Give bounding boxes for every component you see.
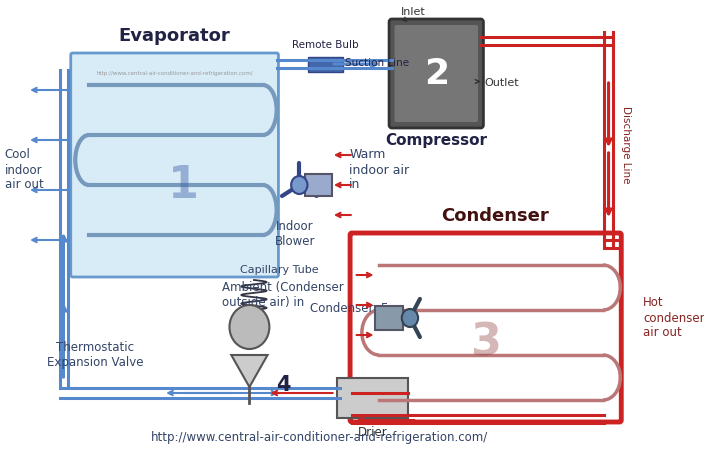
Text: Hot
condenser
air out: Hot condenser air out [643, 297, 704, 339]
Text: Indoor
Blower: Indoor Blower [275, 220, 315, 248]
Text: Ambient (Condenser
outside air) in: Ambient (Condenser outside air) in [222, 281, 344, 309]
FancyBboxPatch shape [70, 53, 279, 277]
Text: 1: 1 [168, 163, 199, 207]
Circle shape [402, 309, 418, 327]
Bar [375, 306, 403, 330]
Polygon shape [232, 355, 268, 387]
Text: Discharge Line: Discharge Line [621, 106, 631, 184]
Text: 2: 2 [424, 57, 449, 90]
FancyBboxPatch shape [350, 233, 621, 422]
Bar [305, 174, 332, 196]
FancyBboxPatch shape [389, 19, 484, 128]
Text: Drier: Drier [358, 426, 388, 439]
Text: Suction Line: Suction Line [345, 58, 409, 68]
Text: 3: 3 [470, 321, 501, 364]
Text: Remote Bulb: Remote Bulb [292, 40, 359, 50]
Circle shape [291, 176, 308, 194]
Text: http://www.central-air-conditioner-and-refrigeration.com/: http://www.central-air-conditioner-and-r… [151, 432, 488, 445]
Bar [308, 57, 343, 72]
Bar [337, 378, 408, 418]
Text: Compressor: Compressor [385, 133, 487, 148]
Text: 4: 4 [277, 375, 291, 395]
Text: Condenser: Condenser [441, 207, 548, 225]
Text: Outlet: Outlet [484, 78, 519, 89]
Text: Warm
indoor air
in: Warm indoor air in [349, 148, 409, 192]
Text: Thermostatic
Expansion Valve: Thermostatic Expansion Valve [47, 341, 144, 369]
Text: Capillary Tube: Capillary Tube [240, 265, 319, 275]
Circle shape [230, 305, 270, 349]
Text: http://www.central-air-conditioner-and-refrigeration.com/: http://www.central-air-conditioner-and-r… [96, 71, 253, 76]
Text: Cool
indoor
air out: Cool indoor air out [4, 148, 43, 192]
Text: Condenser  Fan: Condenser Fan [310, 302, 401, 315]
FancyBboxPatch shape [394, 25, 478, 122]
Text: Evaporator: Evaporator [119, 27, 230, 45]
Text: Inlet: Inlet [401, 7, 426, 17]
